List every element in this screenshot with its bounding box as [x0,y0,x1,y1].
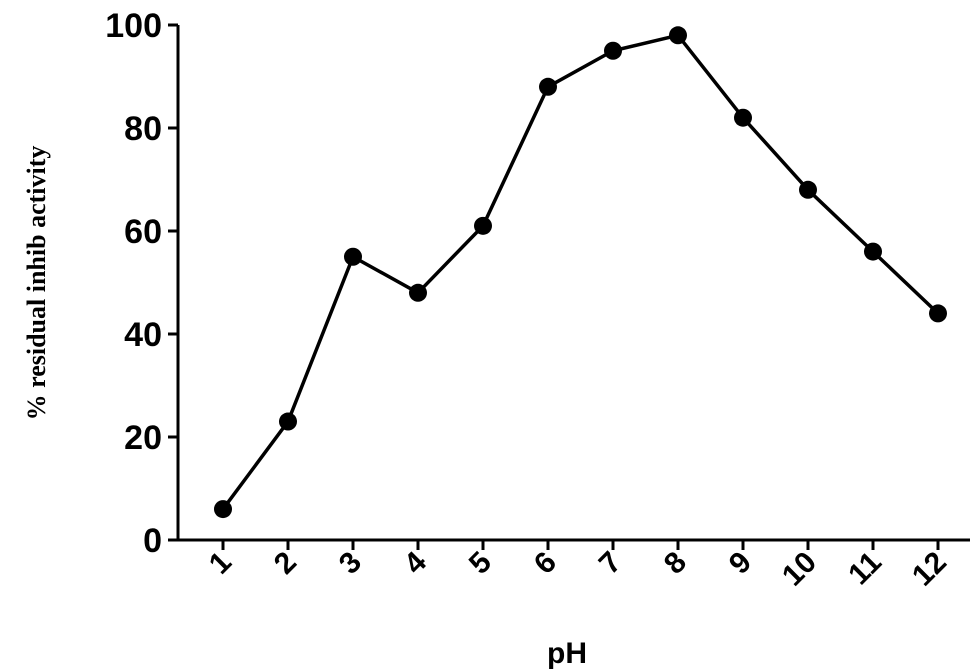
x-tick-label: 9 [723,546,758,581]
series-group [214,26,947,519]
series-line [221,33,940,511]
data-point [799,180,817,199]
y-tick-label: 40 [124,316,162,354]
y-tick-label: 60 [124,213,162,251]
y-tick-label: 20 [124,419,162,457]
y-tick-label: 100 [105,7,162,45]
y-tick-label: 80 [124,110,162,148]
data-point [279,412,297,431]
x-ticks: 1 2 3 4 5 6 7 8 9 10 11 12 [203,540,953,593]
data-point [474,216,492,235]
data-point [539,77,557,96]
data-point [409,283,427,302]
y-axis-title: % residual inhib activity [22,146,51,421]
x-tick-label: 7 [593,546,628,581]
data-point [929,304,947,323]
data-point [344,247,362,266]
x-tick-label: 6 [528,546,563,581]
y-ticks: 0 20 40 60 80 100 [105,7,178,560]
x-tick-label: 3 [333,546,368,581]
y-tick-label: 0 [143,522,162,560]
data-point [734,108,752,127]
x-tick-label: 5 [463,546,498,581]
x-tick-label: 4 [398,545,433,580]
x-tick-label: 12 [906,546,953,593]
axes [176,25,970,542]
x-tick-label: 1 [203,546,238,581]
x-tick-label: 11 [842,546,888,592]
x-axis-title: pH [547,637,587,670]
data-point [214,500,232,519]
data-point [669,26,687,45]
x-tick-label: 8 [658,546,693,581]
data-point [864,242,882,261]
x-tick-label: 10 [776,546,823,593]
data-point [604,41,622,60]
x-tick-label: 2 [268,546,303,581]
